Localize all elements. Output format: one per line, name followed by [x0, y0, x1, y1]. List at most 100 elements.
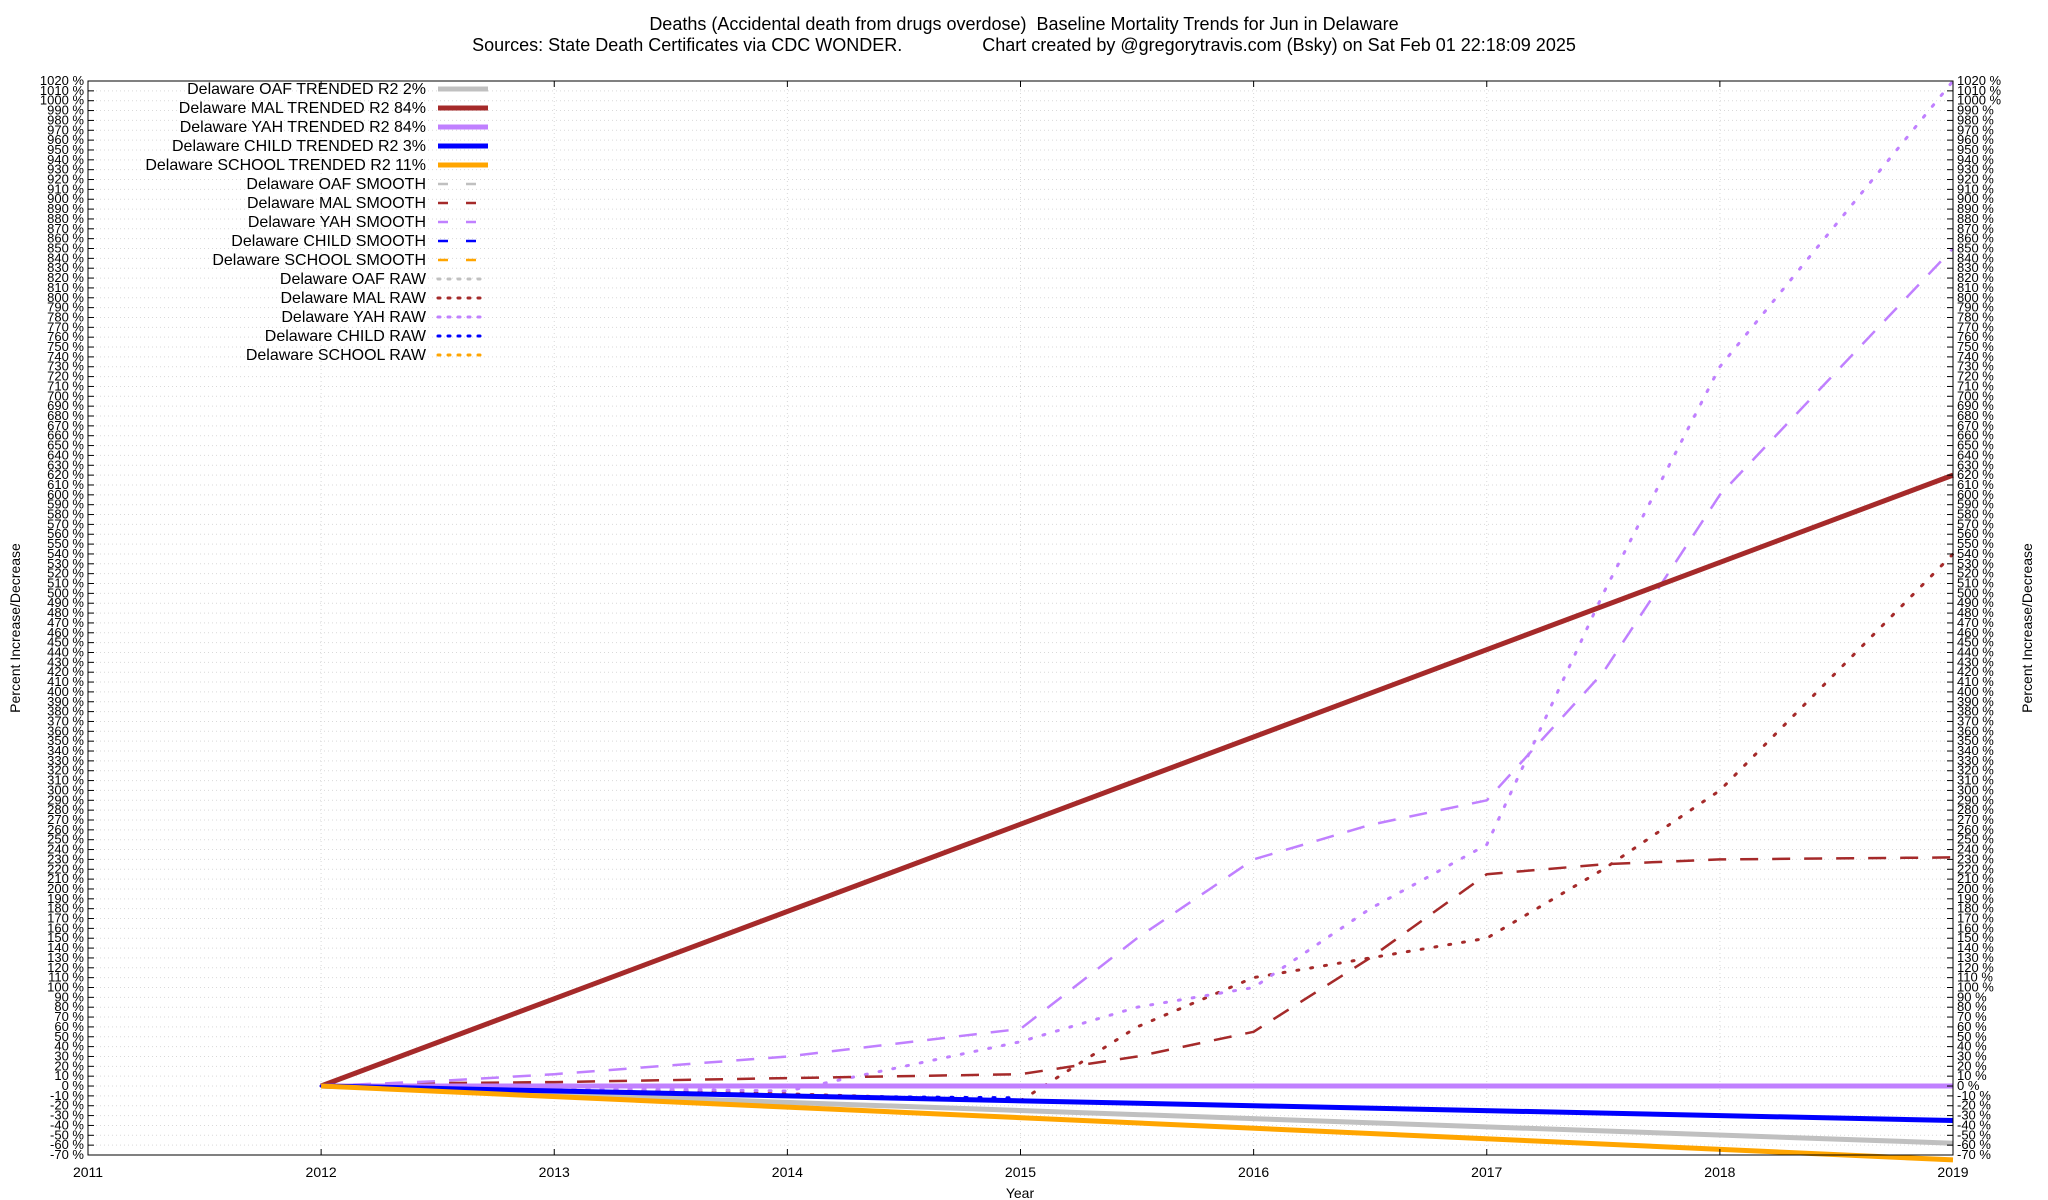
y-tick-label-right: -60 %	[1957, 1137, 1991, 1152]
y-tick-label-right: 920 %	[1957, 172, 1994, 187]
y-tick-label-right: 330 %	[1957, 753, 1994, 768]
y-tick-label-right: 530 %	[1957, 556, 1994, 571]
y-tick-label-right: 340 %	[1957, 743, 1994, 758]
y-tick-label-right: 20 %	[1957, 1058, 1987, 1073]
y-tick-label-right: 1010 %	[1957, 83, 2002, 98]
y-tick-label: 280 %	[47, 802, 84, 817]
y-tick-label-right: 150 %	[1957, 930, 1994, 945]
y-tick-label: 610 %	[47, 477, 84, 492]
y-tick-label: 630 %	[47, 457, 84, 472]
y-tick-label-right: 10 %	[1957, 1068, 1987, 1083]
y-tick-label-right: -10 %	[1957, 1088, 1991, 1103]
legend-label: Delaware MAL RAW	[280, 290, 426, 307]
y-tick-label: 490 %	[47, 595, 84, 610]
y-tick-label-right: 180 %	[1957, 901, 1994, 916]
y-tick-label: -60 %	[50, 1137, 84, 1152]
x-axis-label: Year	[1006, 1185, 1035, 1200]
y-tick-label-right: 650 %	[1957, 438, 1994, 453]
y-tick-label-right: 310 %	[1957, 773, 1994, 788]
y-tick-label-right: 690 %	[1957, 398, 1994, 413]
legend-label: Delaware MAL TRENDED R2 84%	[179, 100, 426, 117]
y-tick-label-right: 170 %	[1957, 911, 1994, 926]
y-tick-label: 170 %	[47, 911, 84, 926]
y-tick-label: 200 %	[47, 881, 84, 896]
y-tick-label-right: 780 %	[1957, 309, 1994, 324]
y-tick-label: 560 %	[47, 526, 84, 541]
legend-label: Delaware CHILD SMOOTH	[231, 233, 426, 250]
y-tick-label-right: 800 %	[1957, 290, 1994, 305]
y-tick-label-right: 0 %	[1957, 1078, 1980, 1093]
y-tick-label-right: 350 %	[1957, 733, 1994, 748]
chart-subtitle: Sources: State Death Certificates via CD…	[472, 35, 1576, 55]
y-tick-label: 970 %	[47, 122, 84, 137]
y-tick-label-right: 950 %	[1957, 142, 1994, 157]
y-tick-label: 390 %	[47, 694, 84, 709]
y-tick-label-right: 760 %	[1957, 329, 1994, 344]
series-line-smooth	[321, 856, 1954, 1088]
y-tick-label: 840 %	[47, 250, 84, 265]
y-tick-label-right: 470 %	[1957, 615, 1994, 630]
y-tick-label-right: 540 %	[1957, 546, 1994, 561]
y-tick-label: 240 %	[47, 842, 84, 857]
y-tick-label-right: 60 %	[1957, 1019, 1987, 1034]
x-tick-label: 2012	[306, 1164, 337, 1180]
y-tick-label-right: 710 %	[1957, 378, 1994, 393]
y-tick-label: 680 %	[47, 408, 84, 423]
legend-label: Delaware SCHOOL RAW	[246, 347, 427, 364]
y-tick-label-right: 130 %	[1957, 950, 1994, 965]
y-tick-label: 350 %	[47, 733, 84, 748]
y-tick-label: 260 %	[47, 822, 84, 837]
y-tick-label: 130 %	[47, 950, 84, 965]
y-tick-label-right: 290 %	[1957, 792, 1994, 807]
y-tick-label-right: 880 %	[1957, 211, 1994, 226]
y-tick-label-right: 870 %	[1957, 221, 1994, 236]
legend-label: Delaware OAF TRENDED R2 2%	[187, 81, 426, 98]
y-tick-label-right: -30 %	[1957, 1108, 1991, 1123]
y-tick-label: 940 %	[47, 152, 84, 167]
x-tick-label: 2017	[1471, 1164, 1502, 1180]
y-tick-label-right: 910 %	[1957, 181, 1994, 196]
y-tick-label-right: 810 %	[1957, 280, 1994, 295]
y-tick-label-right: 830 %	[1957, 260, 1994, 275]
y-tick-label: 290 %	[47, 792, 84, 807]
y-tick-label-right: -40 %	[1957, 1117, 1991, 1132]
legend-label: Delaware MAL SMOOTH	[247, 195, 426, 212]
y-tick-label-right: 420 %	[1957, 664, 1994, 679]
y-tick-label: 10 %	[54, 1068, 84, 1083]
legend-label: Delaware CHILD TRENDED R2 3%	[172, 138, 426, 155]
y-tick-label: 20 %	[54, 1058, 84, 1073]
y-tick-label: 440 %	[47, 644, 84, 659]
y-tick-label: -10 %	[50, 1088, 84, 1103]
y-tick-label-right: 200 %	[1957, 881, 1994, 896]
y-tick-label: 400 %	[47, 684, 84, 699]
y-tick-label: 700 %	[47, 388, 84, 403]
y-tick-label-right: 790 %	[1957, 300, 1994, 315]
y-tick-label: 1000 %	[40, 93, 85, 108]
y-tick-label-right: 1000 %	[1957, 93, 2002, 108]
y-tick-label: 1020 %	[40, 73, 85, 88]
legend-label: Delaware YAH SMOOTH	[248, 214, 426, 231]
y-tick-label-right: 490 %	[1957, 595, 1994, 610]
y-tick-label: 40 %	[54, 1039, 84, 1054]
y-tick-label-right: 390 %	[1957, 694, 1994, 709]
y-tick-label-right: 560 %	[1957, 526, 1994, 541]
y-tick-label: 460 %	[47, 625, 84, 640]
y-tick-label-right: 270 %	[1957, 812, 1994, 827]
y-tick-label: 690 %	[47, 398, 84, 413]
y-tick-label-right: 740 %	[1957, 349, 1994, 364]
series-line-smooth	[321, 247, 1954, 1088]
y-tick-label: 880 %	[47, 211, 84, 226]
plot-frame	[87, 80, 1954, 1156]
y-tick-label: 180 %	[47, 901, 84, 916]
y-tick-label-right: 900 %	[1957, 191, 1994, 206]
y-tick-label-right: 980 %	[1957, 112, 1994, 127]
y-tick-label-right: 370 %	[1957, 713, 1994, 728]
y-tick-label-right: 40 %	[1957, 1039, 1987, 1054]
y-tick-label-right: 400 %	[1957, 684, 1994, 699]
y-tick-label-right: 430 %	[1957, 654, 1994, 669]
y-tick-label: 70 %	[54, 1009, 84, 1024]
y-tick-label: 500 %	[47, 585, 84, 600]
y-tick-label: 960 %	[47, 132, 84, 147]
y-tick-label: 850 %	[47, 241, 84, 256]
y-tick-label-right: 850 %	[1957, 241, 1994, 256]
